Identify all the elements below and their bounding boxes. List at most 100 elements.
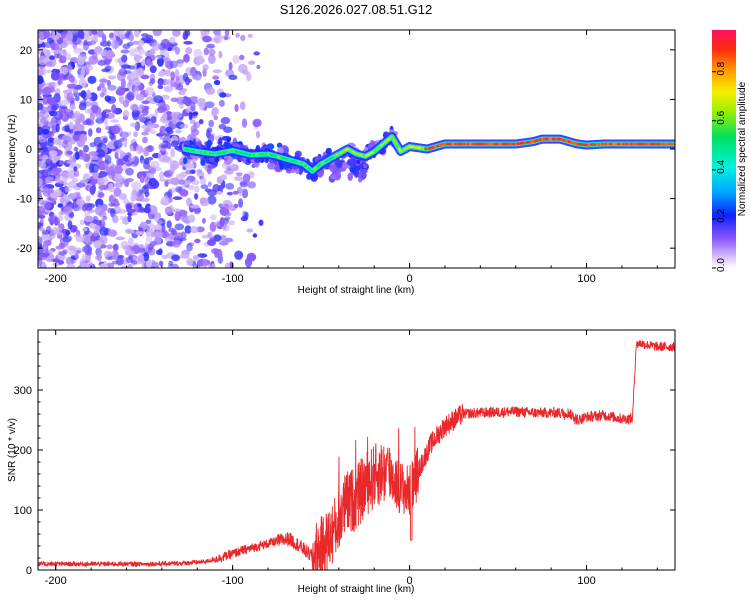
noise-blob xyxy=(169,36,176,44)
noise-blob xyxy=(224,169,234,175)
noise-blob xyxy=(64,186,71,193)
noise-blob xyxy=(199,197,210,207)
noise-blob xyxy=(247,33,253,38)
noise-blob xyxy=(66,108,72,113)
noise-blob xyxy=(58,160,65,166)
noise-blob xyxy=(38,68,45,76)
noise-blob xyxy=(208,237,216,247)
noise-blob xyxy=(77,30,85,39)
noise-blob xyxy=(96,31,101,37)
noise-blob xyxy=(212,75,220,80)
ridge-scatter-blob xyxy=(325,147,332,155)
snr-x-axis: -200 -100 0 100 xyxy=(45,330,658,587)
noise-blob xyxy=(191,180,200,186)
spectrogram-image xyxy=(38,30,675,268)
noise-blob xyxy=(189,119,196,125)
noise-blob xyxy=(247,181,256,189)
noise-blob xyxy=(143,128,150,133)
noise-blob xyxy=(66,168,73,179)
noise-blob xyxy=(117,30,126,39)
noise-blob xyxy=(216,248,223,259)
noise-blob xyxy=(128,155,136,162)
noise-blob xyxy=(182,72,189,82)
noise-blob xyxy=(75,198,85,206)
noise-blob xyxy=(224,262,230,268)
noise-blob xyxy=(122,100,129,108)
noise-blob xyxy=(206,43,216,49)
noise-blob xyxy=(79,100,88,107)
noise-blob xyxy=(107,84,117,91)
colorbar-tick-label: 0.0 xyxy=(716,258,727,272)
noise-blob xyxy=(66,150,73,155)
noise-blob xyxy=(147,156,154,161)
noise-blob xyxy=(45,176,54,181)
noise-blob xyxy=(134,121,141,132)
noise-blob xyxy=(175,232,183,239)
ridge-scatter-blob xyxy=(195,141,202,147)
noise-blob xyxy=(163,57,171,64)
noise-blob xyxy=(144,242,149,252)
noise-blob xyxy=(185,179,191,186)
noise-blob xyxy=(133,86,140,96)
noise-blob xyxy=(63,50,68,57)
ridge-scatter-blob xyxy=(226,137,231,143)
noise-blob xyxy=(112,243,119,251)
noise-blob xyxy=(186,242,193,252)
noise-blob xyxy=(92,215,99,224)
noise-blob xyxy=(137,39,145,47)
noise-blob xyxy=(107,75,117,80)
noise-blob xyxy=(89,112,95,121)
noise-blob xyxy=(159,171,164,180)
noise-blob xyxy=(151,179,160,189)
noise-blob xyxy=(158,70,165,77)
noise-blob xyxy=(129,122,137,127)
noise-blob xyxy=(65,64,73,73)
figure-title: S126.2026.027.08.51.G12 xyxy=(280,2,433,17)
noise-blob xyxy=(171,254,181,262)
noise-blob xyxy=(47,249,54,254)
noise-blob xyxy=(47,140,55,147)
noise-blob xyxy=(123,70,132,75)
noise-blob xyxy=(201,234,211,239)
noise-blob xyxy=(140,74,150,80)
noise-blob xyxy=(141,59,146,67)
colorbar-tick-label: 0.8 xyxy=(716,61,727,75)
noise-blob xyxy=(97,252,102,262)
noise-blob xyxy=(238,188,244,197)
colorbar-tick-label: 0.6 xyxy=(716,110,727,124)
noise-blob xyxy=(111,250,119,260)
noise-blob xyxy=(203,47,209,56)
noise-blob xyxy=(102,109,112,113)
noise-blob xyxy=(119,150,125,156)
noise-blob xyxy=(163,85,174,93)
spectrogram-y-label: Frequency (Hz) xyxy=(7,115,18,184)
noise-blob xyxy=(158,151,162,162)
y-tick-label: 0 xyxy=(26,565,32,577)
noise-blob xyxy=(142,252,150,262)
noise-blob xyxy=(88,128,93,137)
noise-blob xyxy=(147,124,156,129)
noise-blob xyxy=(73,47,83,54)
noise-blob xyxy=(179,189,189,197)
noise-blob xyxy=(119,85,126,94)
noise-blob xyxy=(97,60,108,66)
x-tick-label: 0 xyxy=(407,273,413,285)
noise-blob xyxy=(235,32,240,38)
colorbar-axis: 0.0 0.2 0.4 0.6 0.8 xyxy=(712,61,727,272)
noise-blob xyxy=(83,39,88,46)
x-tick-label: 0 xyxy=(407,575,413,587)
noise-blob xyxy=(135,145,144,155)
noise-blob xyxy=(219,240,229,246)
noise-blob xyxy=(252,118,262,128)
noise-blob xyxy=(179,104,184,109)
noise-blob xyxy=(79,219,85,226)
noise-blob xyxy=(202,35,212,43)
noise-blob xyxy=(122,110,130,119)
noise-blob xyxy=(113,139,123,149)
noise-blob xyxy=(65,256,74,266)
noise-blob xyxy=(62,235,73,243)
noise-blob xyxy=(171,115,178,125)
noise-blob xyxy=(253,51,260,56)
noise-blob xyxy=(108,183,114,189)
noise-blob xyxy=(213,79,221,86)
